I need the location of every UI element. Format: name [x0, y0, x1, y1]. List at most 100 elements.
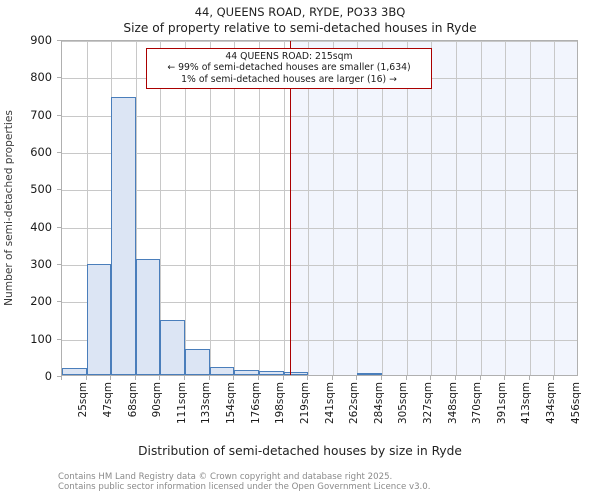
y-axis-tick-mark [57, 226, 61, 228]
x-axis-tick-mark [184, 376, 186, 380]
gridline-vertical [554, 41, 556, 375]
x-axis-tick-label: 90sqm [151, 382, 164, 418]
y-axis-tick-label: 700 [30, 107, 52, 122]
gridline-horizontal [62, 339, 577, 341]
x-axis-tick-mark [479, 376, 481, 380]
y-axis-tick-mark [57, 338, 61, 340]
x-axis-tick-mark [528, 376, 530, 380]
histogram-bar [283, 371, 309, 375]
gridline-vertical [308, 41, 310, 375]
histogram-bar [209, 366, 235, 375]
x-axis-tick-mark [405, 376, 407, 380]
y-axis-tick-label: 500 [30, 182, 52, 197]
x-axis-tick-label: 348sqm [446, 382, 459, 424]
x-axis-title: Distribution of semi-detached houses by … [138, 444, 462, 458]
gridline-vertical [480, 41, 482, 375]
gridline-vertical [357, 41, 359, 375]
y-axis-tick-label: 100 [30, 331, 52, 346]
y-axis-tick-label: 400 [30, 219, 52, 234]
y-axis-tick-mark [57, 264, 61, 265]
y-axis-title: Number of semi-detached properties [0, 40, 18, 376]
gridline-vertical [431, 41, 433, 375]
x-axis-tick-mark [504, 376, 506, 380]
y-axis-tick-mark [57, 40, 61, 41]
x-axis-tick-mark [356, 376, 358, 380]
gridline-vertical [185, 41, 187, 375]
larger-region-shading [289, 41, 577, 375]
annotation-line-2: ← 99% of semi-detached houses are smalle… [167, 62, 411, 74]
gridline-vertical [209, 41, 211, 375]
histogram-bar [357, 373, 383, 375]
histogram-bar [62, 367, 87, 375]
plot-area [61, 40, 578, 376]
x-axis-tick-label: 305sqm [397, 382, 410, 424]
x-axis-tick-mark [257, 376, 259, 380]
x-axis-tick-label: 370sqm [471, 382, 484, 424]
x-axis-tick-label: 327sqm [421, 382, 434, 424]
x-axis-tick-mark [85, 376, 87, 380]
gridline-horizontal [62, 153, 577, 154]
gridline-vertical [382, 41, 384, 375]
chart-subtitle: Size of property relative to semi-detach… [123, 21, 477, 35]
gridline-vertical [455, 41, 457, 375]
gridline-vertical [283, 41, 285, 375]
histogram-bar [86, 264, 112, 375]
histogram-bar [160, 319, 186, 375]
histogram-bar [135, 258, 161, 375]
x-axis-tick-mark [430, 376, 432, 380]
histogram-bar [234, 370, 259, 375]
annotation-line-3: 1% of semi-detached houses are larger (1… [181, 73, 397, 85]
x-axis-tick-label: 219sqm [298, 382, 311, 424]
x-axis-tick-label: 111sqm [175, 382, 188, 424]
x-axis-tick-label: 68sqm [126, 382, 139, 418]
page-title: 44, QUEENS ROAD, RYDE, PO33 3BQ [194, 5, 406, 19]
x-axis-tick-mark [159, 376, 161, 380]
y-axis-tick-label: 900 [30, 33, 52, 47]
x-axis-tick-label: 25sqm [77, 382, 90, 418]
x-axis-tick-label: 133sqm [200, 382, 213, 424]
y-axis-tick-label: 200 [30, 294, 52, 309]
x-axis-tick-mark [307, 376, 309, 380]
x-axis-tick-label: 198sqm [274, 382, 287, 424]
gridline-vertical [529, 41, 531, 375]
x-axis-tick-label: 47sqm [101, 382, 114, 418]
gridline-vertical [505, 41, 507, 375]
gridline-vertical [86, 41, 88, 375]
gridline-horizontal [62, 115, 577, 117]
x-axis-tick-label: 434sqm [545, 382, 558, 424]
gridline-vertical [135, 41, 137, 375]
x-axis-tick-mark [110, 376, 112, 380]
gridline-horizontal [62, 190, 577, 192]
histogram-bar [111, 96, 136, 375]
x-axis-tick-mark [454, 376, 456, 380]
x-axis-tick-label: 241sqm [323, 382, 336, 424]
gridline-vertical [258, 41, 260, 375]
x-axis-tick-mark [553, 376, 555, 380]
histogram-bar [185, 348, 210, 375]
x-axis-tick-mark [282, 376, 284, 380]
y-axis-tick-label: 0 [44, 369, 52, 383]
property-annotation-box: 44 QUEENS ROAD: 215sqm ← 99% of semi-det… [146, 48, 432, 90]
gridline-horizontal [62, 265, 577, 266]
gridline-horizontal [62, 302, 577, 304]
x-axis-tick-mark [208, 376, 210, 380]
y-axis-tick-mark [57, 301, 61, 303]
y-axis-title-text: Number of semi-detached properties [3, 110, 16, 306]
footer-attribution: Contains HM Land Registry data © Crown c… [58, 472, 588, 493]
gridline-vertical [406, 41, 408, 375]
x-axis-tick-label: 176sqm [249, 382, 262, 424]
y-axis-tick-mark [57, 114, 61, 116]
x-axis-tick-mark [381, 376, 383, 380]
title-block: 44, QUEENS ROAD, RYDE, PO33 3BQ Size of … [0, 4, 600, 37]
gridline-horizontal [62, 41, 577, 42]
footer-line-1: Contains HM Land Registry data © Crown c… [58, 472, 393, 482]
x-axis-tick-mark [331, 376, 333, 380]
gridline-vertical [160, 41, 162, 375]
y-axis-tick-mark [57, 77, 61, 79]
gridline-horizontal [62, 227, 577, 229]
gridline-vertical [332, 41, 334, 375]
x-axis-tick-mark [61, 376, 62, 380]
histogram-bar [258, 370, 284, 375]
y-axis-tick-mark [57, 376, 61, 377]
x-axis-tick-label: 456sqm [569, 382, 582, 424]
